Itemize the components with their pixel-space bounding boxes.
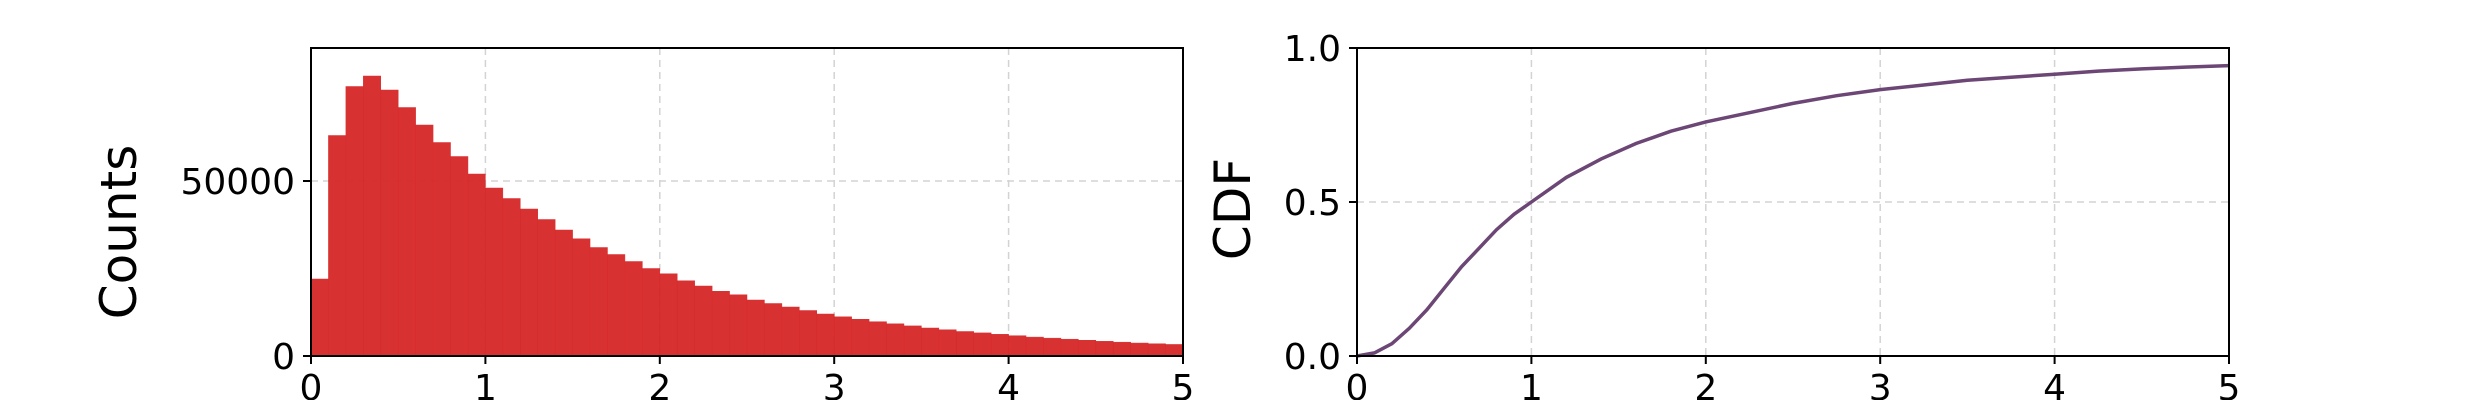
histogram-x-tick-label: 0 <box>300 368 323 400</box>
histogram-bar <box>729 294 748 357</box>
histogram-bar <box>799 310 818 357</box>
histogram-bar <box>1165 344 1184 357</box>
histogram-x-tick-label: 4 <box>997 368 1020 400</box>
histogram-bar <box>607 254 626 357</box>
histogram-bar <box>642 268 661 357</box>
histogram-panel: 0 1 2 3 4 5 0 50000 Counts <box>90 47 1194 400</box>
histogram-bar <box>676 280 695 357</box>
histogram-bars <box>310 75 1184 357</box>
histogram-bar <box>345 86 364 357</box>
histogram-bar <box>868 321 887 357</box>
histogram-bar <box>973 332 992 357</box>
cdf-x-tick-label: 4 <box>2043 368 2066 400</box>
cdf-y-tick-label: 0.5 <box>1284 183 1341 224</box>
histogram-frame <box>310 47 1184 357</box>
cdf-panel: 0 1 2 3 4 5 0.0 0.5 1.0 CDF <box>1204 29 2240 400</box>
histogram-y-tick-label: 50000 <box>180 162 295 203</box>
histogram-bar <box>432 142 451 357</box>
histogram-bar <box>380 89 399 357</box>
histogram-bar <box>554 229 573 357</box>
histogram-bar <box>711 291 730 357</box>
histogram-bar <box>1008 335 1027 357</box>
cdf-y-tick-label: 0.0 <box>1284 337 1341 378</box>
cdf-y-axis-label: CDF <box>1204 158 1262 260</box>
histogram-bar <box>903 325 922 357</box>
histogram-bar <box>816 313 835 357</box>
histogram-y-axis-label: Counts <box>90 145 148 320</box>
histogram-bar <box>956 331 974 357</box>
cdf-ticks: 0 1 2 3 4 5 0.0 0.5 1.0 <box>1284 29 2241 400</box>
histogram-bar <box>397 107 416 357</box>
histogram-bar <box>537 219 556 357</box>
histogram-bar <box>450 156 469 357</box>
histogram-bar <box>990 334 1009 357</box>
histogram-bar <box>485 187 504 357</box>
histogram-bar <box>520 208 538 357</box>
histogram-bar <box>851 319 870 357</box>
histogram-bar <box>1112 341 1131 357</box>
cdf-x-tick-label: 3 <box>1869 368 1892 400</box>
histogram-bar <box>1025 336 1044 357</box>
histogram-bar <box>624 261 643 357</box>
histogram-bar <box>415 124 434 357</box>
histogram-ticks: 0 1 2 3 4 5 0 50000 <box>180 162 1194 400</box>
histogram-x-tick-label: 1 <box>474 368 497 400</box>
histogram-x-tick-label: 2 <box>648 368 671 400</box>
histogram-bar <box>1078 340 1097 357</box>
cdf-grid <box>1357 48 2229 356</box>
histogram-bar <box>833 316 852 357</box>
cdf-x-tick-label: 0 <box>1346 368 1369 400</box>
histogram-bar <box>921 327 940 357</box>
histogram-bar <box>328 135 347 357</box>
histogram-bar <box>1147 343 1166 357</box>
histogram-bar <box>1060 338 1079 357</box>
histogram-bar <box>781 306 800 357</box>
histogram-bar <box>502 198 521 357</box>
histogram-x-tick-label: 5 <box>1172 368 1195 400</box>
histogram-y-tick-label: 0 <box>272 337 295 378</box>
cdf-x-tick-label: 2 <box>1694 368 1717 400</box>
histogram-bar <box>938 329 957 357</box>
histogram-bar <box>764 303 783 357</box>
histogram-bar <box>694 285 713 357</box>
histogram-bar <box>746 299 765 357</box>
cdf-x-tick-label: 5 <box>2218 368 2241 400</box>
histogram-bar <box>1130 342 1149 357</box>
histogram-bar <box>363 75 382 357</box>
histogram-bar <box>572 238 591 357</box>
histogram-bar <box>1095 341 1114 357</box>
histogram-bar <box>467 173 486 357</box>
histogram-bar <box>659 273 678 357</box>
cdf-line <box>1356 63 2230 358</box>
histogram-x-tick-label: 3 <box>823 368 846 400</box>
histogram-bar <box>1043 337 1062 357</box>
histogram-bar <box>589 247 608 357</box>
cdf-x-tick-label: 1 <box>1520 368 1543 400</box>
histogram-bar <box>886 323 905 357</box>
cdf-y-tick-label: 1.0 <box>1284 29 1341 70</box>
histogram-bar <box>310 278 329 357</box>
